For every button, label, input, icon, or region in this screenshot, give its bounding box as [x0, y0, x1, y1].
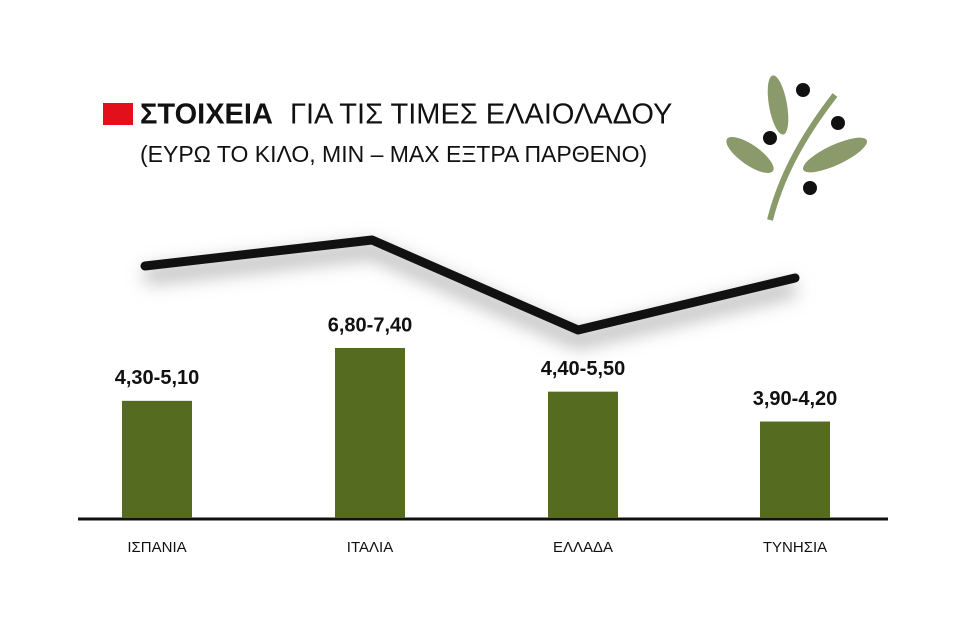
x-tick-label: ΙΤΑΛΙΑ: [347, 539, 393, 556]
bar: [122, 400, 192, 518]
value-label: 6,80-7,40: [328, 314, 413, 336]
bar: [548, 391, 618, 518]
value-label: 3,90-4,20: [753, 388, 838, 410]
x-tick-label: ΙΣΠΑΝΙΑ: [127, 539, 186, 556]
chart-title: ΓΙΑ ΤΙΣ ΤΙΜΕΣ ΕΛΑΙΟΛΑΔΟΥ: [290, 99, 672, 131]
chart-title-bold: ΣΤΟΙΧΕΙΑ: [140, 99, 273, 131]
trend-line: [140, 235, 800, 349]
olive-branch: [726, 75, 868, 221]
bar: [760, 421, 830, 518]
title-marker: [103, 103, 133, 125]
x-tick-label: ΕΛΛΑΔΑ: [553, 539, 613, 556]
chart-subtitle: (ΕΥΡΩ ΤΟ ΚΙΛΟ, ΜΙΝ – ΜΑΧ ΕΞΤΡΑ ΠΑΡΘΕΝΟ): [140, 141, 647, 167]
value-label: 4,40-5,50: [541, 358, 626, 380]
bar: [335, 348, 405, 518]
value-label: 4,30-5,10: [115, 367, 200, 389]
x-tick-label: ΤΥΝΗΣΙΑ: [763, 539, 827, 556]
